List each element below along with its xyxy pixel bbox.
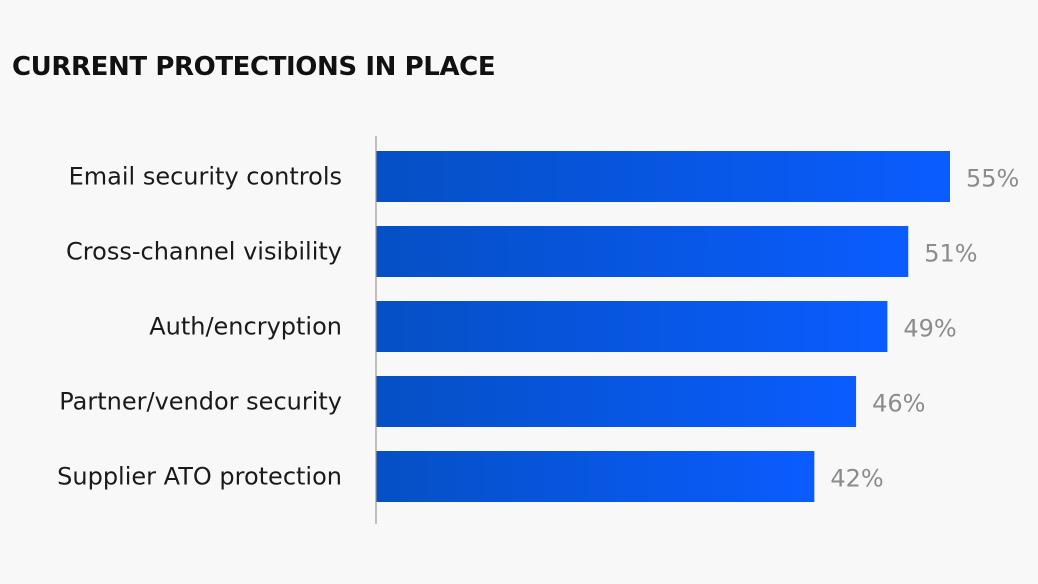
category-label: Cross-channel visibility	[66, 238, 342, 266]
value-label: 46%	[872, 390, 925, 418]
bars-layer: Email security controls 55% Cross-channel …	[57, 151, 1019, 502]
bar	[376, 151, 950, 202]
bar	[376, 226, 909, 277]
category-label: Email security controls	[69, 163, 342, 191]
bar-group: Cross-channel visibility 51%	[66, 226, 978, 277]
bar-group: Supplier ATO protection 42%	[57, 451, 884, 502]
chart-title: CURRENT PROTECTIONS IN PLACE	[12, 52, 496, 82]
bar	[376, 301, 888, 352]
category-label: Auth/encryption	[149, 313, 342, 341]
bar	[376, 376, 857, 427]
bar-group: Auth/encryption 49%	[149, 301, 957, 352]
value-label: 42%	[830, 465, 883, 493]
bar	[376, 451, 815, 502]
value-label: 49%	[903, 315, 956, 343]
category-label: Partner/vendor security	[59, 388, 342, 416]
category-label: Supplier ATO protection	[57, 463, 342, 491]
value-label: 51%	[924, 240, 977, 268]
value-label: 55%	[966, 165, 1019, 193]
bar-group: Partner/vendor security 46%	[59, 376, 925, 427]
bar-group: Email security controls 55%	[69, 151, 1019, 202]
